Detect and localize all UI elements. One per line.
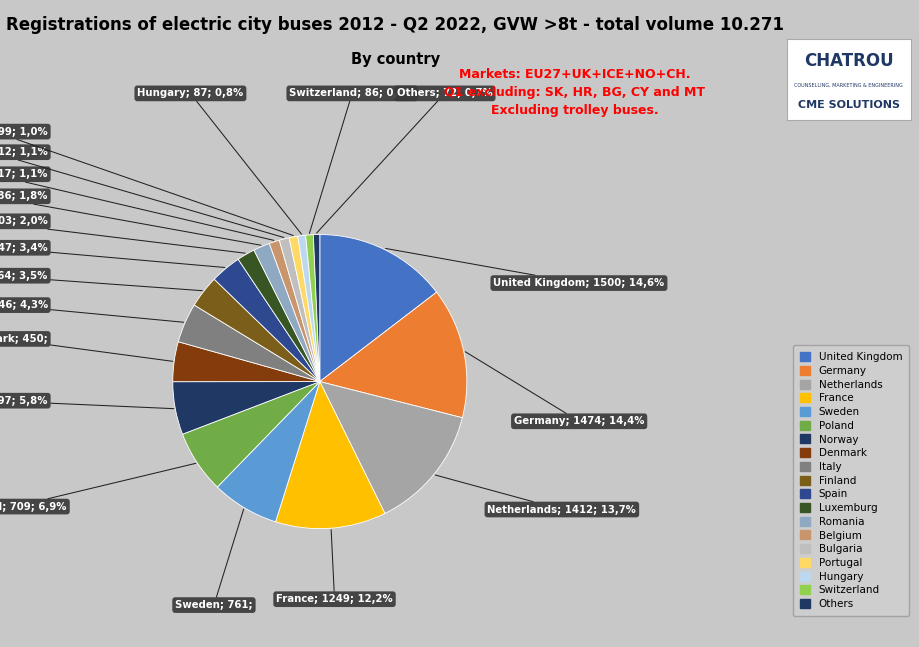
- Text: Spain; 347; 3,4%: Spain; 347; 3,4%: [0, 243, 225, 267]
- Wedge shape: [254, 243, 320, 382]
- Text: Germany; 1474; 14,4%: Germany; 1474; 14,4%: [465, 352, 644, 426]
- Wedge shape: [178, 305, 320, 382]
- Text: France; 1249; 12,2%: France; 1249; 12,2%: [276, 530, 393, 604]
- Text: By country: By country: [351, 52, 439, 67]
- Text: Norway; 597; 5,8%: Norway; 597; 5,8%: [0, 396, 174, 409]
- Wedge shape: [217, 382, 320, 522]
- Text: Netherlands; 1412; 13,7%: Netherlands; 1412; 13,7%: [436, 475, 636, 514]
- Wedge shape: [306, 235, 320, 382]
- Text: Belgium; 117; 1,1%: Belgium; 117; 1,1%: [0, 170, 274, 241]
- Wedge shape: [320, 235, 437, 382]
- Legend: United Kingdom, Germany, Netherlands, France, Sweden, Poland, Norway, Denmark, I: United Kingdom, Germany, Netherlands, Fr…: [793, 345, 909, 616]
- Wedge shape: [173, 382, 320, 434]
- Text: COUNSELLING, MARKETING & ENGINEERING: COUNSELLING, MARKETING & ENGINEERING: [794, 83, 903, 88]
- Text: Others; 72; 0,7%: Others; 72; 0,7%: [316, 89, 493, 233]
- Text: CME SOLUTIONS: CME SOLUTIONS: [798, 100, 900, 110]
- Wedge shape: [173, 342, 320, 382]
- Text: Luxemburg; 203; 2,0%: Luxemburg; 203; 2,0%: [0, 216, 245, 253]
- Wedge shape: [194, 280, 320, 382]
- Wedge shape: [269, 240, 320, 382]
- Wedge shape: [214, 259, 320, 382]
- Text: Finland; 364; 3,5%: Finland; 364; 3,5%: [0, 270, 202, 291]
- Text: Bulgaria; 112; 1,1%: Bulgaria; 112; 1,1%: [0, 148, 284, 237]
- Text: Sweden; 761;: Sweden; 761;: [176, 509, 253, 610]
- Text: Romania; 186; 1,8%: Romania; 186; 1,8%: [0, 192, 261, 245]
- Text: Switzerland; 86; 0,8%: Switzerland; 86; 0,8%: [289, 89, 415, 234]
- Text: Markets: EU27+UK+ICE+NO+CH.
Q1 excluding: SK, HR, BG, CY and MT
Excluding trolle: Markets: EU27+UK+ICE+NO+CH. Q1 excluding…: [444, 68, 705, 117]
- Text: Denmark; 450;: Denmark; 450;: [0, 334, 173, 361]
- Wedge shape: [298, 236, 320, 382]
- Wedge shape: [183, 382, 320, 487]
- Wedge shape: [313, 235, 320, 382]
- Wedge shape: [238, 250, 320, 382]
- Text: Registrations of electric city buses 2012 - Q2 2022, GVW >8t - total volume 10.2: Registrations of electric city buses 201…: [6, 16, 784, 34]
- Wedge shape: [320, 292, 467, 418]
- Wedge shape: [279, 238, 320, 382]
- Wedge shape: [276, 382, 385, 529]
- Text: Poland; 709; 6,9%: Poland; 709; 6,9%: [0, 463, 196, 512]
- Wedge shape: [289, 236, 320, 382]
- Text: Portugal; 99; 1,0%: Portugal; 99; 1,0%: [0, 127, 293, 236]
- Text: United Kingdom; 1500; 14,6%: United Kingdom; 1500; 14,6%: [386, 248, 664, 288]
- Text: Hungary; 87; 0,8%: Hungary; 87; 0,8%: [137, 89, 301, 234]
- Wedge shape: [320, 382, 462, 514]
- Text: Italy; 446; 4,3%: Italy; 446; 4,3%: [0, 300, 184, 322]
- Text: CHATROU: CHATROU: [804, 52, 893, 71]
